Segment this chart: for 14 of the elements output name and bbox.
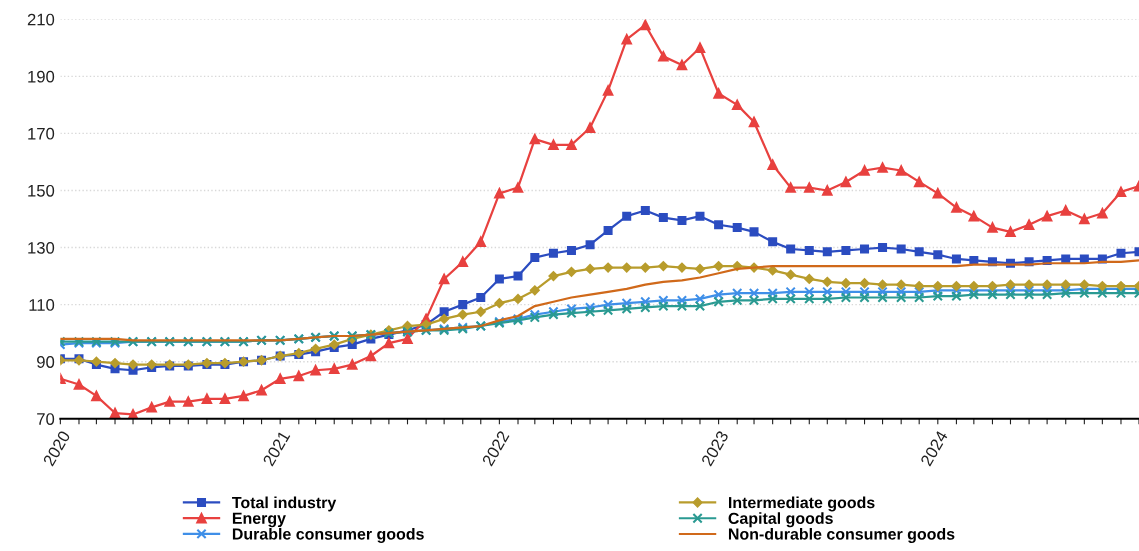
- legend-label: Durable consumer goods: [232, 527, 424, 543]
- y-tick-label: 150: [28, 184, 55, 197]
- y-tick-label: 70: [37, 413, 55, 425]
- y-tick-label: 110: [29, 299, 55, 311]
- y-tick-label: 130: [28, 241, 55, 254]
- y-tick-label: 190: [28, 70, 55, 83]
- legend-label: Intermediate goods: [728, 496, 875, 512]
- legend-label: Non-durable consumer goods: [728, 528, 955, 543]
- legend-label: Energy: [232, 512, 286, 528]
- y-tick-label: 210: [27, 13, 55, 26]
- y-tick-label: 170: [28, 127, 55, 140]
- legend-label: Total industry: [232, 496, 337, 512]
- y-tick-label: 90: [37, 356, 55, 368]
- legend-label: Capital goods: [728, 512, 833, 528]
